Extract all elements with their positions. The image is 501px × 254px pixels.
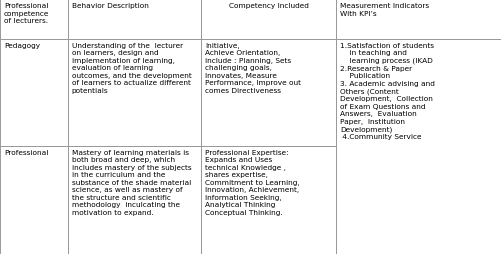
- Bar: [200, 0, 336, 39]
- Text: Understanding of the  lecturer
on learners, design and
implementation of learnin: Understanding of the lecturer on learner…: [72, 43, 191, 93]
- Text: 1.Satisfaction of students
    in teaching and
    learning process (IKAD
2.Rese: 1.Satisfaction of students in teaching a…: [340, 43, 434, 140]
- Text: Competency Included: Competency Included: [228, 3, 308, 9]
- Text: Initiative,
Achieve Orientation,
include : Planning, Sets
challenging goals,
Inn: Initiative, Achieve Orientation, include…: [204, 43, 300, 93]
- Text: Pedagogy: Pedagogy: [4, 43, 40, 49]
- Bar: [0, 146, 68, 254]
- Bar: [68, 146, 200, 254]
- Bar: [68, 39, 200, 146]
- Text: Professional
competence
of lecturers.: Professional competence of lecturers.: [4, 3, 49, 24]
- Text: Professional: Professional: [4, 149, 48, 155]
- Text: Measurement Indicators
With KPI’s: Measurement Indicators With KPI’s: [340, 3, 429, 17]
- Text: Behavior Description: Behavior Description: [72, 3, 148, 9]
- Text: Professional Expertise:
Expands and Uses
technical Knowledge ,
shares expertise,: Professional Expertise: Expands and Uses…: [204, 149, 299, 215]
- Bar: [0, 0, 68, 39]
- Bar: [68, 0, 200, 39]
- Bar: [336, 0, 501, 39]
- Text: Mastery of learning materials is
both broad and deep, which
includes mastery of : Mastery of learning materials is both br…: [72, 149, 191, 215]
- Bar: [200, 39, 336, 146]
- Bar: [200, 146, 336, 254]
- Bar: [336, 39, 501, 254]
- Bar: [0, 39, 68, 146]
